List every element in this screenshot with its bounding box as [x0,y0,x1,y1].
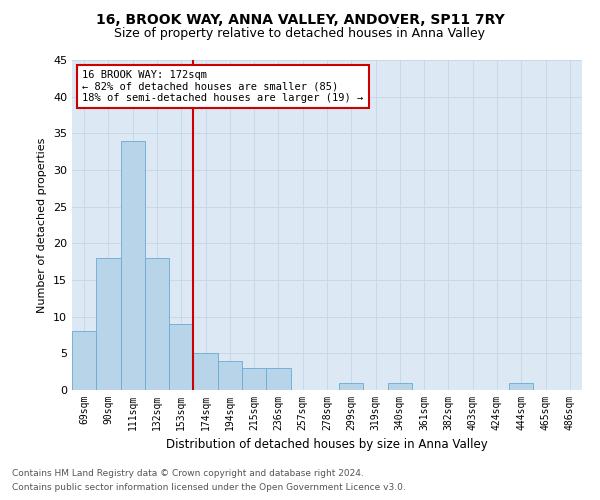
Text: Contains public sector information licensed under the Open Government Licence v3: Contains public sector information licen… [12,484,406,492]
Y-axis label: Number of detached properties: Number of detached properties [37,138,47,312]
Bar [96,258,121,390]
Bar [169,324,193,390]
Bar [242,368,266,390]
Bar [339,382,364,390]
Bar [145,258,169,390]
Text: Contains HM Land Registry data © Crown copyright and database right 2024.: Contains HM Land Registry data © Crown c… [12,468,364,477]
Bar [509,382,533,390]
Text: Size of property relative to detached houses in Anna Valley: Size of property relative to detached ho… [115,28,485,40]
Bar [266,368,290,390]
Bar [193,354,218,390]
Bar [121,140,145,390]
Bar [72,332,96,390]
X-axis label: Distribution of detached houses by size in Anna Valley: Distribution of detached houses by size … [166,438,488,452]
Text: 16 BROOK WAY: 172sqm
← 82% of detached houses are smaller (85)
18% of semi-detac: 16 BROOK WAY: 172sqm ← 82% of detached h… [82,70,364,103]
Text: 16, BROOK WAY, ANNA VALLEY, ANDOVER, SP11 7RY: 16, BROOK WAY, ANNA VALLEY, ANDOVER, SP1… [95,12,505,26]
Bar [218,360,242,390]
Bar [388,382,412,390]
